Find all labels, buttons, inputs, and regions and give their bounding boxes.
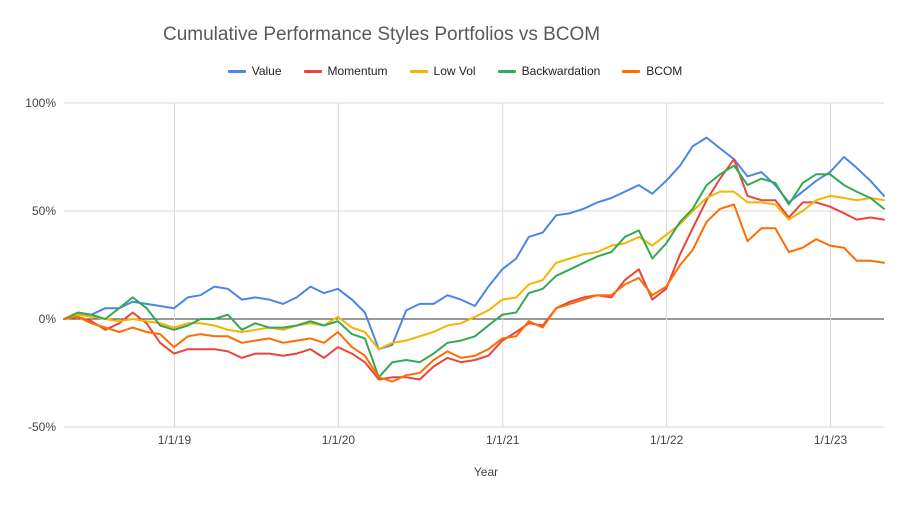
x-tick-label: 1/1/21 xyxy=(486,433,520,447)
legend-swatch-backwardation xyxy=(497,69,516,73)
legend-swatch-momentum xyxy=(303,69,322,73)
y-tick-label: 100% xyxy=(25,96,56,110)
legend-item-low-vol: Low Vol xyxy=(409,64,476,78)
legend-item-value: Value xyxy=(227,64,282,78)
series-line-low-vol xyxy=(63,190,885,351)
legend-item-bcom: BCOM xyxy=(622,64,682,78)
x-tick-label: 1/1/20 xyxy=(322,433,356,447)
x-tick-label: 1/1/22 xyxy=(650,433,684,447)
legend-swatch-bcom xyxy=(622,69,641,73)
series-line-backwardation xyxy=(63,164,885,379)
legend-swatch-value xyxy=(227,69,246,73)
x-tick-label: 1/1/23 xyxy=(814,433,848,447)
legend-item-momentum: Momentum xyxy=(303,64,388,78)
legend-label-low-vol: Low Vol xyxy=(433,64,476,78)
series-line-value xyxy=(63,136,885,351)
legend-swatch-low-vol xyxy=(409,69,428,73)
y-tick-label: 50% xyxy=(32,204,56,218)
y-tick-label: -50% xyxy=(28,420,56,434)
x-tick-label: 1/1/19 xyxy=(158,433,192,447)
legend-label-backwardation: Backwardation xyxy=(521,64,601,78)
legend-label-bcom: BCOM xyxy=(646,64,683,78)
legend-label-value: Value xyxy=(251,64,282,78)
series-line-bcom xyxy=(63,203,885,383)
legend: Value Momentum Low Vol Backwardation BCO… xyxy=(0,64,910,78)
y-tick-label: 0% xyxy=(39,312,57,326)
x-axis-title: Year xyxy=(474,465,498,479)
legend-label-momentum: Momentum xyxy=(327,64,388,78)
legend-item-backwardation: Backwardation xyxy=(497,64,601,78)
chart-title: Cumulative Performance Styles Portfolios… xyxy=(163,24,601,45)
series-line-momentum xyxy=(63,158,885,381)
